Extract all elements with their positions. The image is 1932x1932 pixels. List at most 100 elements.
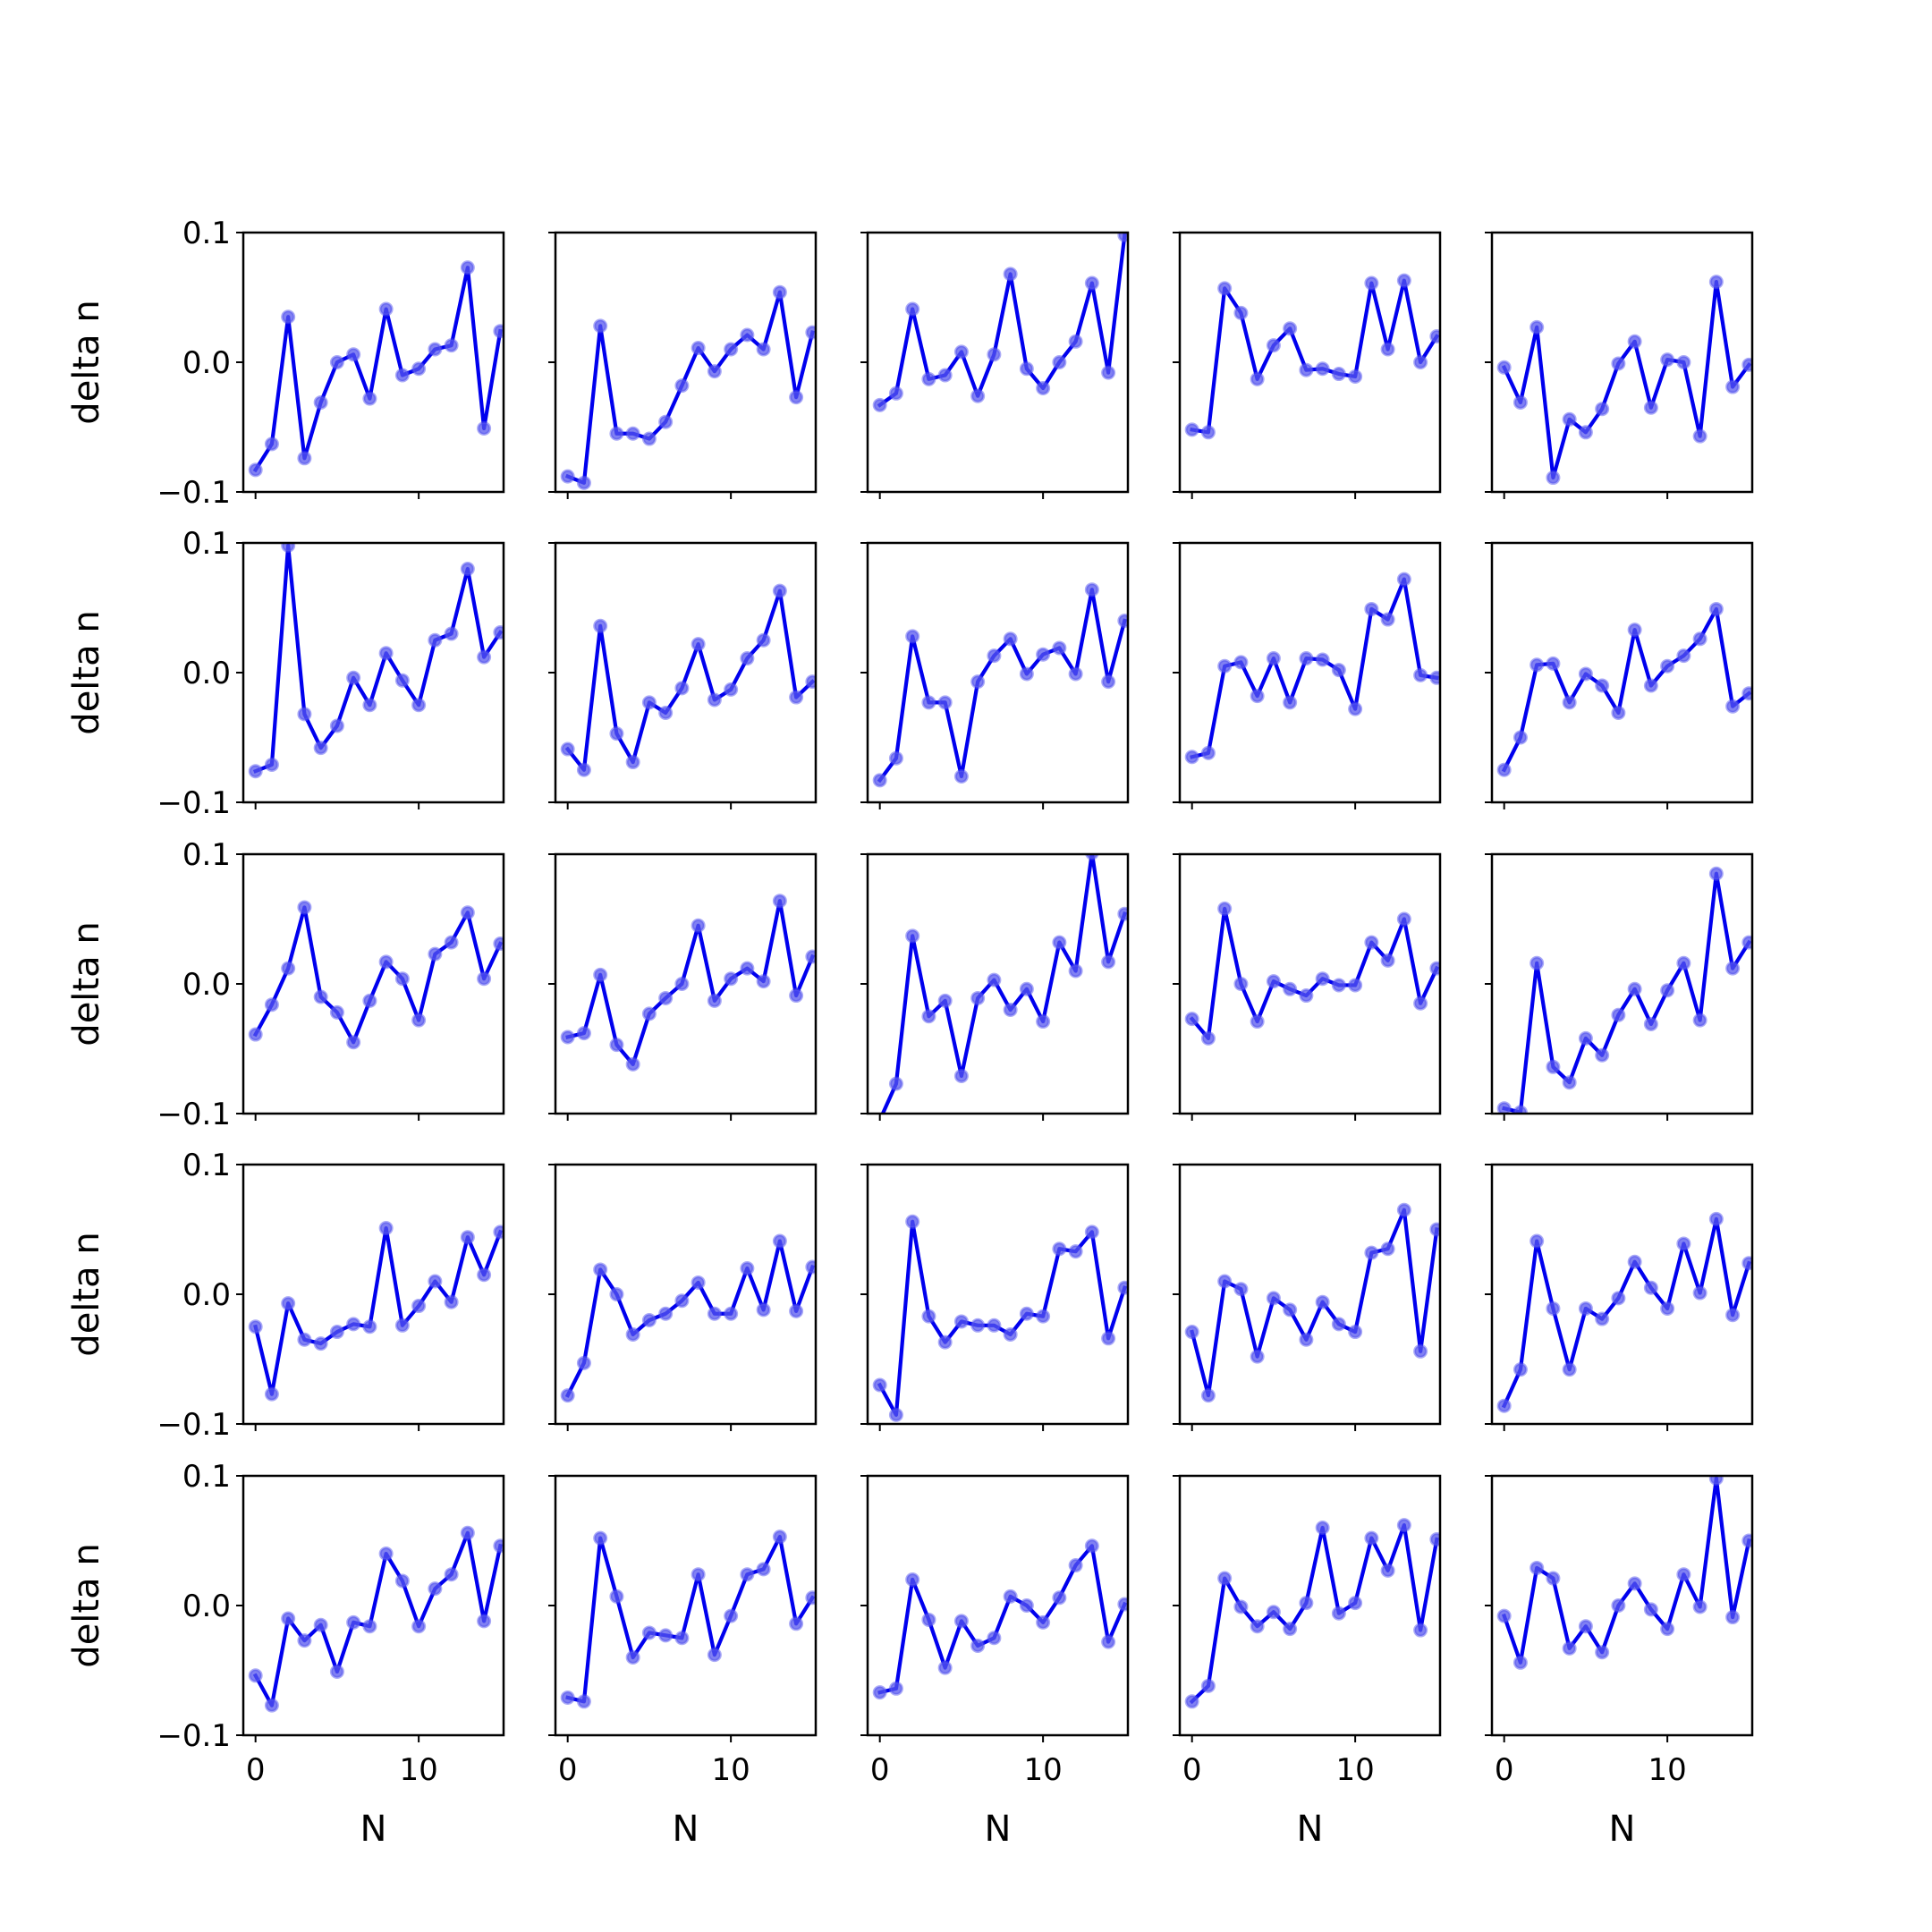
- data-point: [691, 1567, 706, 1582]
- data-point: [346, 1317, 361, 1332]
- data-point: [1266, 651, 1281, 666]
- data-point: [872, 397, 887, 412]
- plot-area: [1496, 866, 1752, 1114]
- data-point: [1725, 1610, 1741, 1625]
- data-point: [362, 1319, 377, 1335]
- data-point: [297, 451, 312, 466]
- data-point: [477, 420, 492, 436]
- data-point: [1413, 667, 1428, 682]
- data-point: [1643, 1016, 1658, 1031]
- data-point: [1643, 678, 1658, 693]
- data-point: [1266, 974, 1281, 989]
- data-point: [460, 1525, 475, 1540]
- data-point: [378, 1546, 394, 1561]
- subplot-0-1: [548, 231, 818, 499]
- data-point: [970, 990, 986, 1005]
- data-point: [1380, 1563, 1395, 1578]
- subplot-0-2: [860, 231, 1130, 499]
- data-point: [1233, 977, 1249, 991]
- data-point: [1708, 275, 1724, 290]
- data-point: [560, 469, 575, 484]
- data-point: [1676, 1567, 1691, 1582]
- series-line: [1190, 577, 1439, 759]
- x-axis-label: N: [360, 1809, 387, 1850]
- data-point: [1084, 854, 1099, 860]
- data-point: [772, 1530, 787, 1545]
- data-point: [987, 972, 1002, 987]
- data-point: [1217, 1274, 1233, 1289]
- subplot-1-2: [860, 541, 1130, 809]
- data-point: [805, 325, 816, 340]
- data-point: [921, 1309, 936, 1324]
- data-point: [411, 1013, 427, 1028]
- data-point: [772, 284, 787, 300]
- data-point: [1396, 273, 1411, 288]
- data-point: [248, 764, 263, 779]
- data-point: [1627, 981, 1642, 996]
- subplot-2-3: [1173, 852, 1442, 1121]
- data-point: [1708, 601, 1724, 616]
- data-point: [905, 629, 920, 644]
- x-axis-label: N: [985, 1809, 1012, 1850]
- data-point: [1101, 954, 1116, 970]
- plot-area: [560, 894, 816, 1072]
- data-point: [1660, 1622, 1675, 1637]
- data-point: [1003, 631, 1018, 647]
- data-point: [1217, 658, 1233, 674]
- data-point: [281, 1611, 296, 1626]
- data-point: [1496, 360, 1512, 375]
- data-point: [888, 1407, 903, 1422]
- data-point: [477, 649, 492, 665]
- data-point: [1019, 1598, 1034, 1613]
- data-point: [872, 773, 887, 788]
- y-tick-label: 0.0: [182, 1277, 231, 1313]
- data-point: [1036, 1614, 1051, 1630]
- data-point: [1396, 1518, 1411, 1533]
- data-point: [297, 1633, 312, 1648]
- data-point: [987, 1631, 1002, 1646]
- data-point: [625, 1056, 640, 1072]
- data-point: [609, 426, 624, 441]
- plot-area: [248, 1525, 504, 1713]
- data-point: [394, 1573, 410, 1589]
- data-point: [609, 726, 624, 741]
- data-point: [593, 1262, 608, 1277]
- data-point: [625, 755, 640, 770]
- data-point: [264, 436, 279, 452]
- data-point: [1530, 1560, 1545, 1575]
- series-line: [564, 290, 815, 485]
- y-axis-label: delta n: [66, 610, 107, 734]
- subplot-1-0: −0.1 0.0 0.1 delta n: [66, 526, 505, 821]
- data-point: [477, 971, 492, 987]
- data-point: [756, 632, 771, 648]
- data-point: [1741, 1533, 1752, 1548]
- data-point: [1562, 1075, 1577, 1090]
- data-point: [937, 1335, 953, 1350]
- subplot-4-4: 0 10 N: [1485, 1474, 1754, 1850]
- data-point: [1019, 1306, 1034, 1321]
- data-point: [1676, 355, 1691, 369]
- series-line: [1501, 606, 1752, 773]
- subplot-2-0: −0.1 0.0 0.1 delta n: [66, 837, 505, 1132]
- data-point: [248, 1668, 263, 1683]
- data-point: [394, 1318, 410, 1333]
- data-point: [1364, 1530, 1379, 1546]
- x-tick-label: 0: [1182, 1752, 1202, 1788]
- data-point: [1725, 379, 1741, 394]
- data-point: [1546, 1571, 1561, 1586]
- data-point: [1036, 1014, 1051, 1030]
- data-point: [1331, 978, 1346, 993]
- data-point: [560, 1690, 575, 1705]
- data-point: [1546, 656, 1561, 671]
- data-point: [756, 974, 771, 989]
- data-point: [1396, 911, 1411, 927]
- subplot-0-4: [1485, 231, 1754, 499]
- data-point: [740, 1261, 755, 1275]
- data-point: [1578, 1619, 1593, 1634]
- data-point: [1578, 425, 1593, 440]
- data-point: [888, 750, 903, 766]
- data-point: [1676, 1236, 1691, 1251]
- data-point: [658, 990, 674, 1005]
- data-point: [313, 741, 328, 756]
- data-point: [805, 1590, 816, 1606]
